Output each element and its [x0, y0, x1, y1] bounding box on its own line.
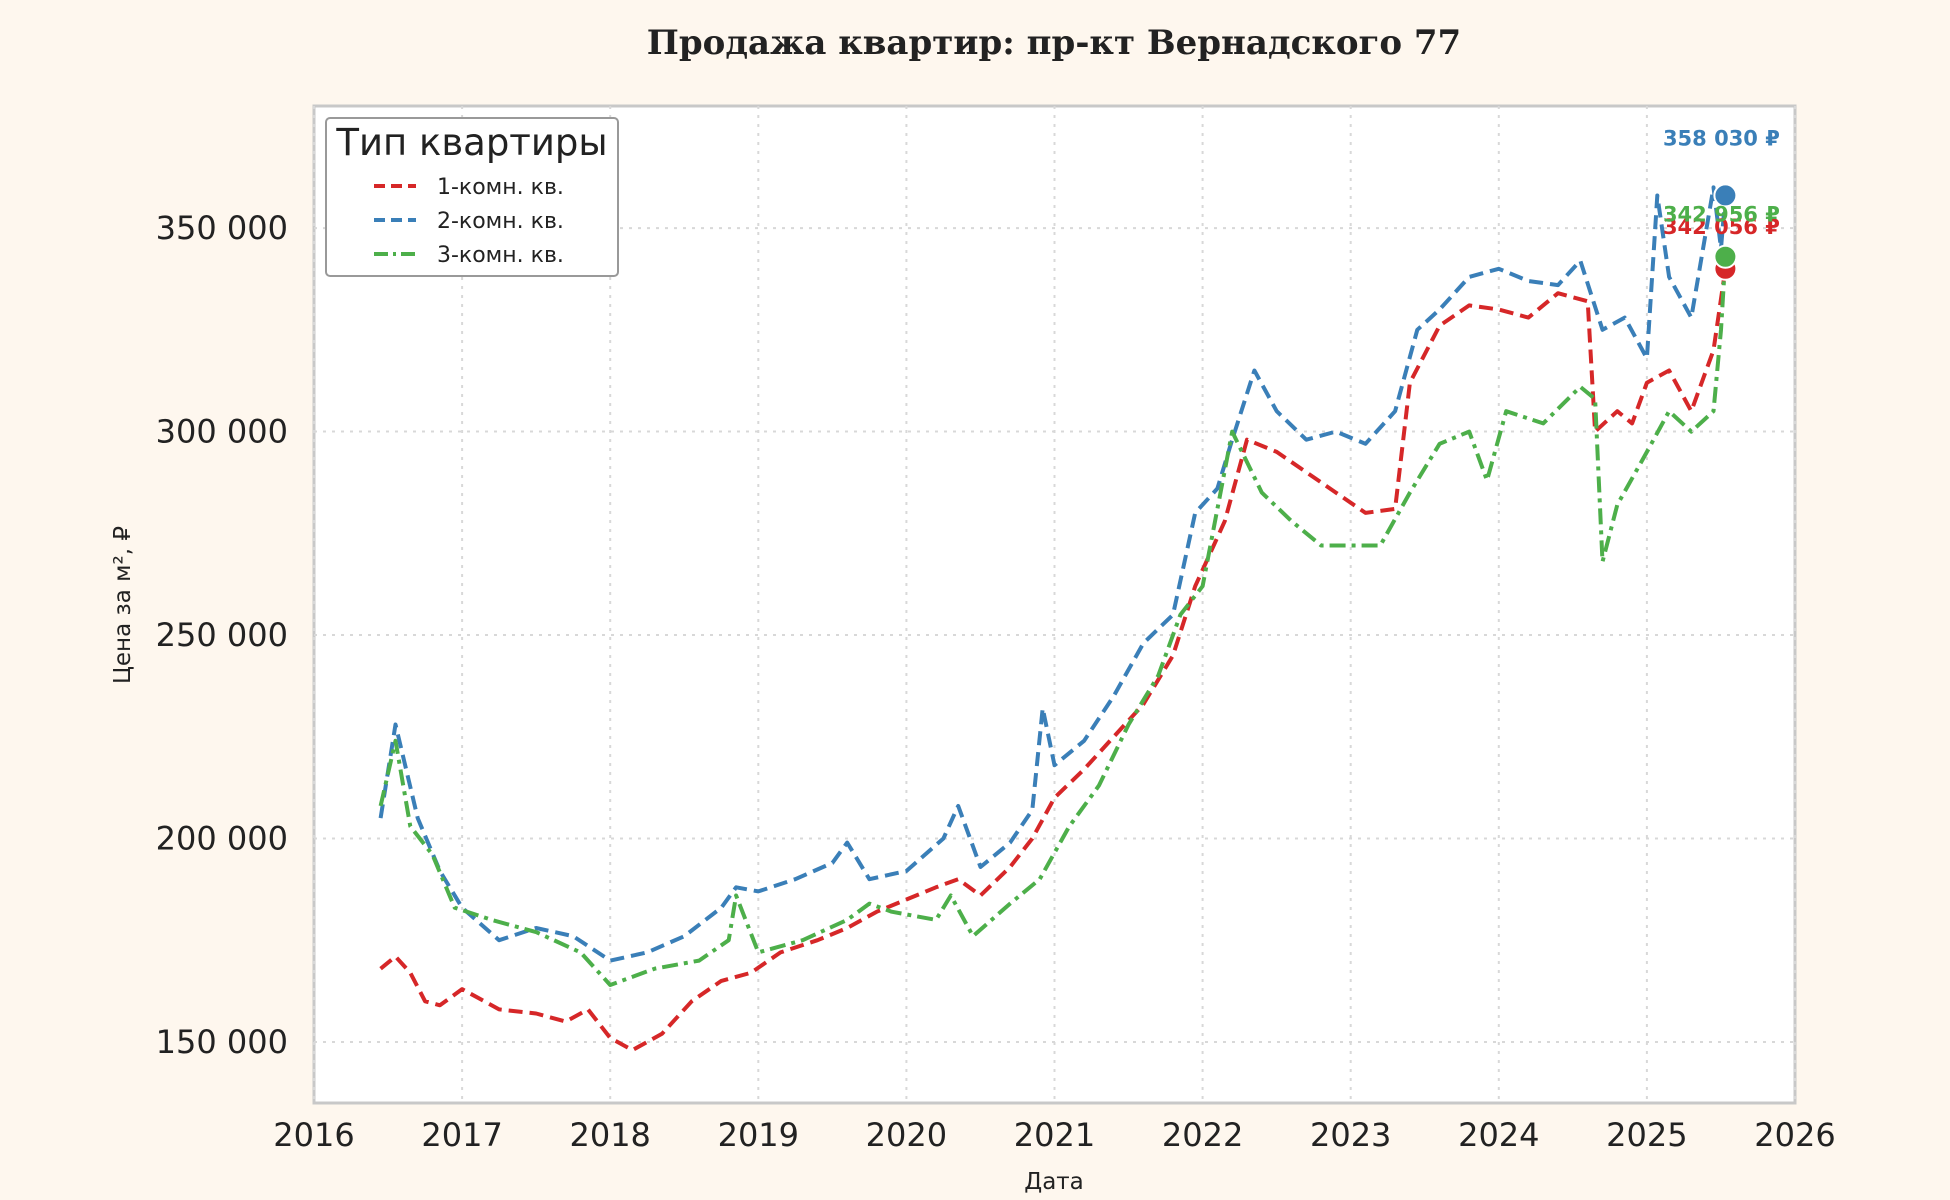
- x-tick-label: 2016: [273, 1116, 354, 1154]
- legend-box: [325, 117, 619, 277]
- series-line-3-комн-кв: [378, 256, 1728, 987]
- grid: [313, 106, 1796, 1103]
- chart-title: Продажа квартир: пр-кт Вернадского 77: [647, 23, 1461, 63]
- end-labels: 358 030 ₽ 342 056 ₽342 956 ₽: [1663, 126, 1780, 281]
- x-tick-label: 2019: [718, 1116, 799, 1154]
- x-tick-label: 2025: [1606, 1116, 1687, 1154]
- x-tick-label: 2022: [1162, 1116, 1243, 1154]
- legend-label: 2-комн. кв.: [437, 209, 564, 234]
- x-axis-ticks: 2016 2017 2018 2019 2020 2021 2022 2023 2024 2025…: [273, 1116, 1835, 1154]
- x-tick-label: 2017: [421, 1116, 502, 1154]
- y-axis-label: Цена за м², ₽: [110, 526, 136, 684]
- y-tick-label: 150 000: [156, 1023, 288, 1061]
- legend: Тип квартиры 1-комн. кв. 2-комн. кв. 3-ком…: [325, 117, 619, 277]
- y-axis-ticks: 150 000 200 000 250 000 300 000 350 000: [156, 209, 288, 1061]
- legend-title: Тип квартиры: [335, 121, 607, 164]
- x-tick-label: 2024: [1458, 1116, 1539, 1154]
- end-point-3-комн-кв: [1713, 244, 1738, 269]
- x-tick-label: 2020: [866, 1116, 947, 1154]
- series-layer: [378, 185, 1728, 1053]
- y-tick-label: 200 000: [156, 819, 288, 857]
- x-axis-label: Дата: [1024, 1169, 1084, 1195]
- end-value-label: 342 956 ₽: [1663, 203, 1780, 227]
- x-tick-label: 2026: [1754, 1116, 1835, 1154]
- end-value-label: 342 056 ₽: [1663, 215, 1780, 239]
- y-tick-label: 300 000: [156, 413, 288, 451]
- legend-label: 1-комн. кв.: [437, 175, 564, 200]
- end-point-2-комн-кв: [1713, 183, 1738, 208]
- x-tick-label: 2021: [1014, 1116, 1095, 1154]
- x-tick-label: 2023: [1310, 1116, 1391, 1154]
- end-value-label: 358 030 ₽: [1663, 126, 1780, 150]
- x-tick-label: 2018: [569, 1116, 650, 1154]
- y-tick-label: 350 000: [156, 209, 288, 247]
- legend-label: 3-комн. кв.: [437, 243, 564, 268]
- y-tick-label: 250 000: [156, 616, 288, 654]
- series-line-1-комн-кв: [379, 268, 1728, 1053]
